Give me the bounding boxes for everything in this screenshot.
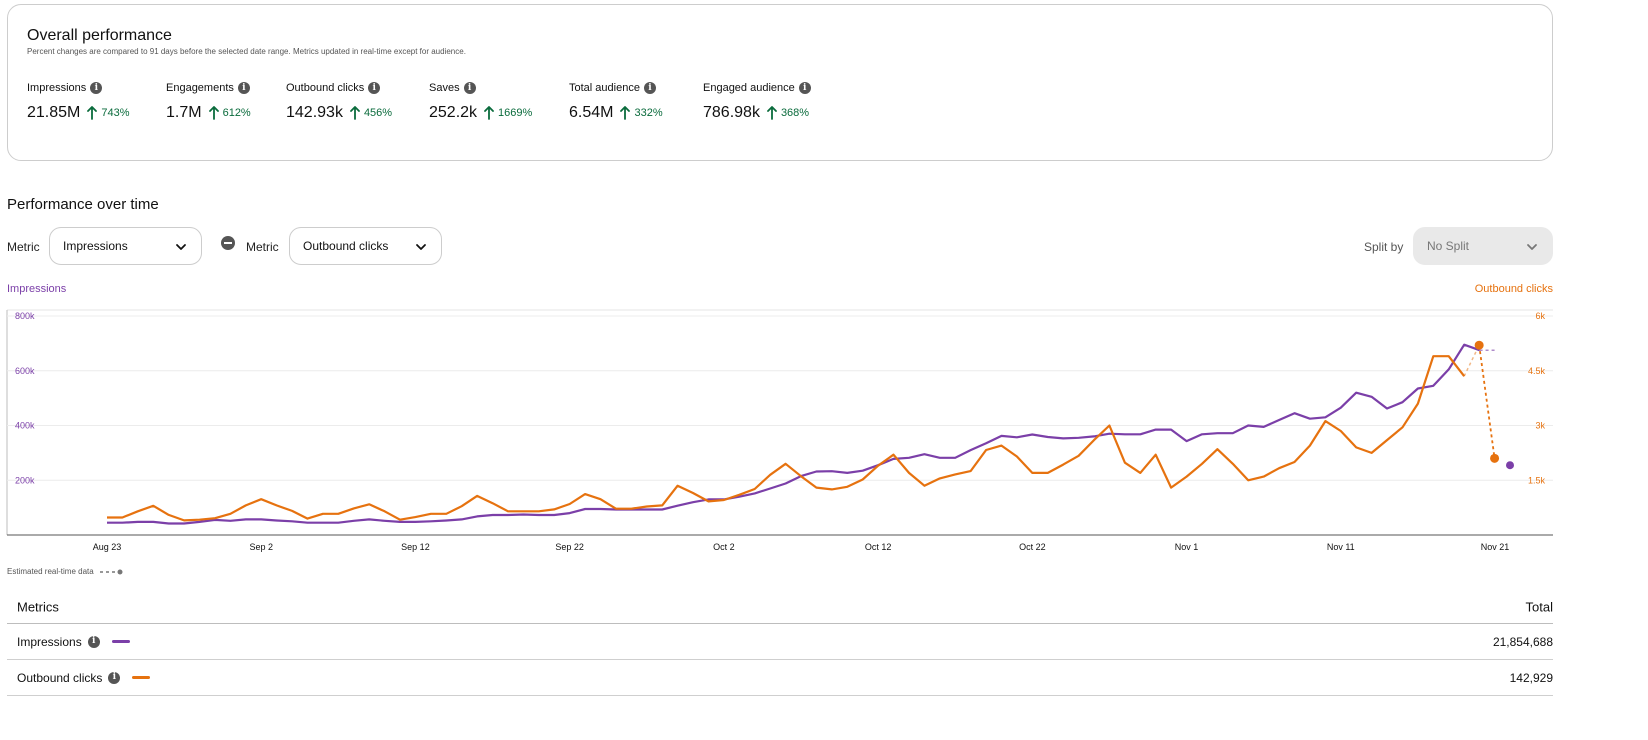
x-tick-label: Oct 2: [713, 542, 735, 552]
arrow-up-icon: [350, 106, 360, 120]
y-right-tick-label: 4.5k: [1528, 366, 1546, 376]
metric-change: 456%: [363, 107, 393, 119]
x-tick-label: Oct 22: [1019, 542, 1046, 552]
outbound-legend-swatch: [132, 676, 151, 679]
remove-metric-icon[interactable]: [221, 236, 235, 250]
performance-chart: 200k 1.5k 400k 3k 600k 4.5k 800k 6k Aug 23 Sep 2 S…: [6, 309, 1553, 552]
metric-label: Engagements: [166, 82, 234, 94]
info-icon[interactable]: i: [87, 635, 100, 648]
info-icon[interactable]: i: [90, 82, 103, 94]
metric-impressions: Impressions i 21.85M 743%: [27, 81, 130, 122]
metric-value: 252.2k: [429, 104, 478, 121]
estimated-data-label: Estimated real-time data: [7, 567, 94, 576]
arrow-up-icon: [87, 106, 98, 120]
metric-engaged-audience: Engaged audience i 786.98k 368%: [703, 81, 811, 122]
row-total: 21,854,688: [1492, 634, 1553, 649]
arrow-up-icon: [208, 106, 219, 120]
x-tick-label: Aug 23: [93, 542, 122, 552]
metric-total-audience: Total audience i 6.54M 332%: [569, 81, 663, 122]
metric-saves: Saves i 252.2k 1669%: [429, 81, 532, 122]
metric-change: 332%: [634, 107, 663, 119]
metric-value: 1.7M: [166, 104, 202, 121]
impressions-estimate-point: [1506, 461, 1514, 470]
y-right-tick-label: 1.5k: [1528, 475, 1546, 485]
split-by-select[interactable]: No Split: [1413, 227, 1553, 265]
row-label: Impressions: [17, 634, 82, 649]
x-tick-label: Nov 1: [1175, 542, 1199, 552]
metric-label: Outbound clicks: [286, 82, 365, 94]
left-axis-title: Impressions: [7, 283, 67, 295]
right-axis-title: Outbound clicks: [1474, 283, 1553, 295]
info-icon[interactable]: i: [643, 82, 656, 94]
x-tick-label: Sep 2: [249, 542, 273, 552]
arrow-up-icon: [620, 106, 631, 120]
metric1-label: Metric: [7, 240, 40, 254]
metric-label: Total audience: [569, 82, 640, 94]
row-total: 142,929: [1509, 670, 1553, 685]
performance-over-time-title: Performance over time: [7, 196, 159, 213]
split-by-select-value: No Split: [1427, 239, 1470, 253]
y-left-tick-label: 600k: [15, 366, 35, 376]
metrics-table-header: Metrics Total: [7, 590, 1553, 624]
info-icon[interactable]: i: [463, 82, 476, 94]
x-tick-label: Oct 12: [865, 542, 892, 552]
chevron-down-icon: [416, 244, 426, 250]
metric-change: 1669%: [498, 107, 533, 119]
impressions-legend-swatch: [111, 640, 130, 643]
overall-performance-card: Overall performance Percent changes are …: [7, 4, 1553, 161]
chevron-down-icon: [176, 244, 186, 250]
metric2-label: Metric: [246, 240, 279, 254]
outbound-estimate-point: [1490, 453, 1500, 463]
info-icon[interactable]: i: [108, 671, 121, 684]
split-by-label: Split by: [1364, 240, 1404, 254]
x-tick-label: Nov 11: [1327, 542, 1355, 552]
metric1-select-value: Impressions: [63, 239, 128, 253]
arrow-up-icon: [484, 106, 494, 120]
overall-performance-title: Overall performance: [27, 27, 172, 44]
x-tick-label: Sep 22: [555, 542, 584, 552]
info-icon[interactable]: i: [237, 82, 250, 94]
y-left-tick-label: 400k: [15, 421, 35, 431]
metrics-header-label: Metrics: [17, 599, 59, 614]
total-header-label: Total: [1525, 599, 1553, 614]
metric-change: 612%: [222, 107, 251, 119]
row-label: Outbound clicks: [17, 670, 103, 685]
metric-engagements: Engagements i 1.7M 612%: [166, 81, 251, 122]
metric2-select-value: Outbound clicks: [303, 239, 389, 253]
x-tick-label: Nov 21: [1481, 542, 1510, 552]
metric-value: 6.54M: [569, 104, 614, 121]
table-row: Impressions i 21,854,688: [7, 624, 1553, 660]
metric-value: 142.93k: [286, 104, 343, 121]
impressions-series-line: [107, 343, 1480, 525]
overall-performance-subtitle: Percent changes are compared to 91 days …: [27, 47, 466, 56]
estimated-data-note: Estimated real-time data: [7, 567, 124, 576]
metric-change: 368%: [780, 107, 810, 119]
x-tick-label: Sep 12: [401, 542, 430, 552]
info-icon[interactable]: i: [798, 82, 811, 94]
table-row: Outbound clicks i 142,929: [7, 660, 1553, 696]
y-left-tick-label: 200k: [15, 475, 35, 485]
outbound-estimate-point: [1474, 340, 1484, 350]
metric-value: 21.85M: [27, 104, 81, 121]
dotted-line-icon: [99, 569, 123, 574]
outbound-clicks-series-line: [107, 355, 1466, 522]
chevron-down-icon: [1527, 244, 1537, 250]
info-icon[interactable]: i: [368, 82, 381, 94]
metric-label: Impressions: [27, 82, 87, 94]
metric2-select[interactable]: Outbound clicks: [289, 227, 442, 265]
metric1-select[interactable]: Impressions: [49, 227, 202, 265]
metric-change: 743%: [101, 107, 130, 119]
metric-label: Engaged audience: [703, 82, 795, 94]
y-left-tick-label: 800k: [15, 311, 35, 321]
outbound-estimate-drop-line: [1478, 345, 1496, 459]
metric-label: Saves: [429, 82, 460, 94]
metric-outbound-clicks: Outbound clicks i 142.93k 456%: [286, 81, 392, 122]
arrow-up-icon: [767, 106, 777, 120]
metric-value: 786.98k: [703, 104, 760, 121]
y-right-tick-label: 6k: [1535, 311, 1545, 321]
y-right-tick-label: 3k: [1535, 421, 1545, 431]
